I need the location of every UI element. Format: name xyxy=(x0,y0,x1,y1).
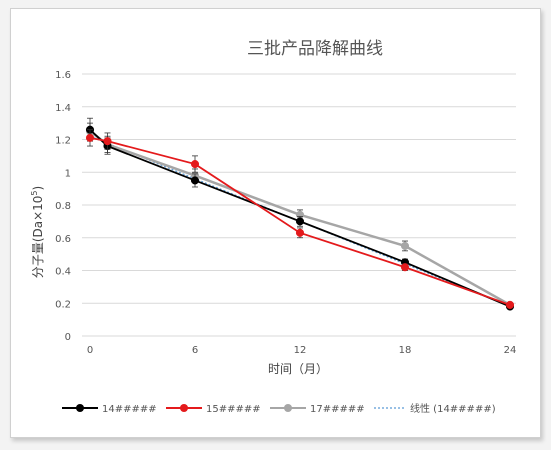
data-point xyxy=(103,137,112,146)
y-tick-label: 1.4 xyxy=(55,103,71,114)
legend-item-1: 15##### xyxy=(166,404,261,415)
series-layer xyxy=(85,117,515,311)
y-tick-label: 0 xyxy=(65,332,71,343)
trendline xyxy=(89,135,511,308)
x-tick-label: 12 xyxy=(294,345,307,356)
y-tick-label: 0.4 xyxy=(55,267,71,278)
y-tick-label: 1.6 xyxy=(55,70,71,81)
x-tick-label: 18 xyxy=(399,345,412,356)
data-point xyxy=(295,217,305,226)
legend-label: 15##### xyxy=(206,404,261,415)
data-point xyxy=(85,133,95,142)
y-axis-title: 分子量(Da×105) xyxy=(30,186,45,278)
data-point xyxy=(190,160,200,169)
trendline-layer xyxy=(89,135,511,308)
x-tick-label: 6 xyxy=(192,345,198,356)
data-point xyxy=(295,228,305,237)
y-tick-label: 0.6 xyxy=(55,234,71,245)
x-axis-ticks: 0 6 12 18 24 xyxy=(87,345,517,356)
legend-swatch-marker xyxy=(284,404,292,412)
data-point xyxy=(190,176,200,185)
x-tick-label: 24 xyxy=(504,345,517,356)
y-axis-ticks: 0 0.2 0.4 0.6 0.8 1 1.2 1.4 1.6 xyxy=(55,70,71,343)
legend-label: 14##### xyxy=(102,404,157,415)
x-axis-title: 时间（月） xyxy=(268,362,328,376)
chart-area xyxy=(10,8,541,438)
y-tick-label: 0.2 xyxy=(55,299,71,310)
data-point xyxy=(505,300,515,309)
legend: 14##### 15##### 17##### 线性 (14#####) xyxy=(62,402,496,415)
legend-label: 线性 (14#####) xyxy=(410,402,496,415)
y-tick-label: 1 xyxy=(65,168,71,179)
data-point xyxy=(400,263,410,272)
legend-label: 17##### xyxy=(310,404,365,415)
series-1 xyxy=(85,129,515,309)
legend-item-3: 线性 (14#####) xyxy=(374,402,496,415)
legend-item-2: 17##### xyxy=(270,404,365,415)
legend-swatch-marker xyxy=(76,404,84,412)
y-tick-label: 0.8 xyxy=(55,201,71,212)
chart-title: 三批产品降解曲线 xyxy=(247,39,383,59)
data-point xyxy=(400,241,410,250)
legend-swatch-marker xyxy=(180,404,188,412)
x-tick-label: 0 xyxy=(87,345,93,356)
y-tick-label: 1.2 xyxy=(55,136,71,147)
grid xyxy=(82,73,516,337)
legend-item-0: 14##### xyxy=(62,404,157,415)
